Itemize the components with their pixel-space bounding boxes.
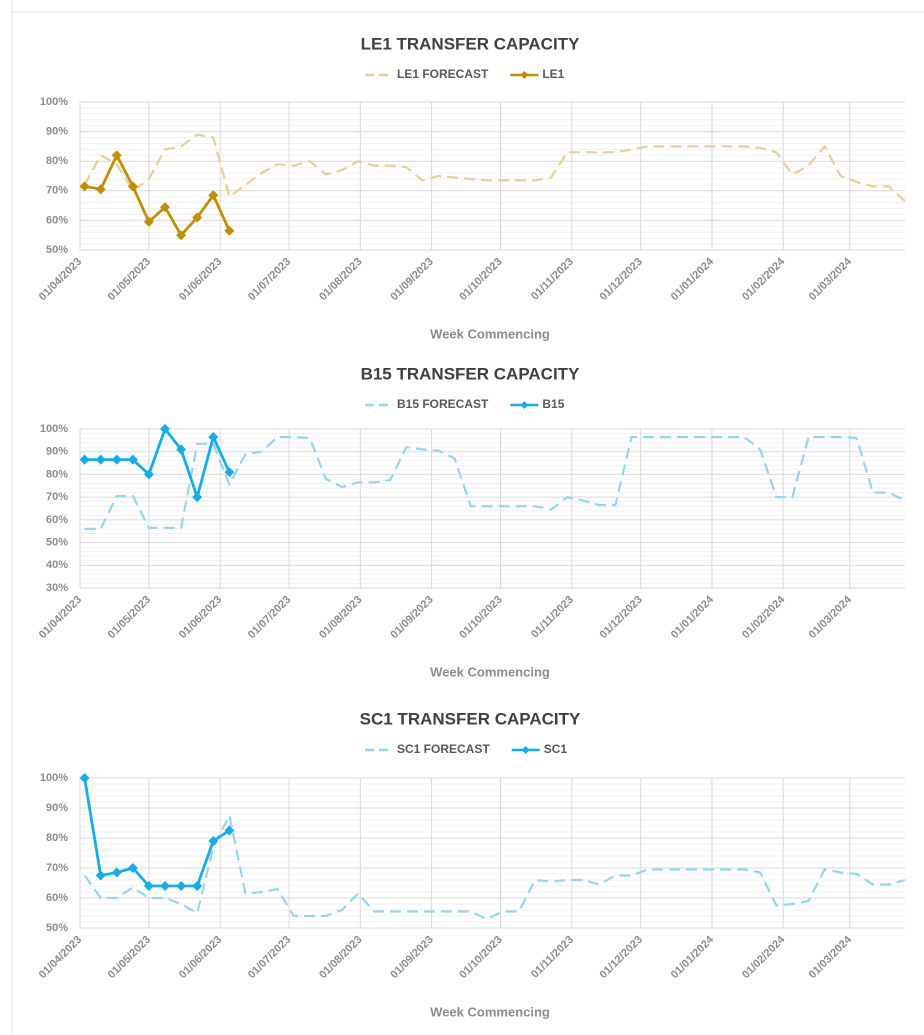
data-point	[160, 202, 171, 213]
forecast-line	[84, 435, 906, 530]
data-point	[160, 881, 171, 891]
data-point	[111, 867, 122, 878]
legend-label: SC1	[544, 742, 568, 756]
data-point	[160, 424, 171, 434]
forecast-line	[83, 814, 906, 921]
actual-line	[84, 153, 231, 237]
chart-title: SC1 TRANSFER CAPACITY	[360, 709, 581, 728]
y-tick-label: 50%	[46, 922, 68, 934]
data-point	[224, 225, 235, 236]
legend-label: B15 FORECAST	[397, 397, 489, 411]
legend-marker	[520, 71, 529, 79]
data-point	[176, 444, 187, 455]
y-tick-label: 70%	[46, 185, 68, 197]
legend-label: SC1 FORECAST	[397, 742, 490, 756]
data-point	[143, 469, 154, 480]
data-point	[111, 150, 122, 161]
data-point	[127, 454, 138, 465]
data-point	[192, 492, 203, 503]
data-point	[95, 870, 106, 881]
data-point	[127, 181, 138, 192]
y-tick-label: 90%	[46, 126, 68, 138]
y-tick-label: 90%	[46, 446, 68, 458]
data-point	[192, 212, 203, 223]
y-tick-label: 70%	[46, 862, 68, 874]
data-point	[79, 773, 90, 783]
y-tick-label: 100%	[40, 772, 68, 784]
y-tick-label: 40%	[46, 559, 68, 571]
data-point	[143, 881, 154, 891]
data-point	[111, 454, 122, 465]
y-tick-label: 100%	[40, 96, 68, 108]
y-tick-label: 60%	[46, 892, 68, 904]
y-tick-label: 100%	[40, 423, 68, 435]
y-tick-label: 70%	[46, 491, 68, 503]
x-axis-label: Week Commencing	[430, 1004, 550, 1019]
data-point	[208, 431, 219, 442]
legend-marker	[521, 746, 530, 754]
chart-title: LE1 TRANSFER CAPACITY	[361, 34, 580, 53]
data-point	[192, 881, 203, 891]
y-tick-label: 50%	[46, 536, 68, 548]
y-tick-label: 80%	[46, 155, 68, 167]
y-tick-label: 30%	[46, 582, 68, 594]
y-tick-label: 90%	[46, 802, 68, 814]
actual-line	[84, 427, 231, 499]
legend-marker	[520, 401, 529, 409]
data-point	[224, 825, 235, 836]
y-tick-label: 60%	[46, 514, 68, 526]
data-point	[208, 190, 219, 201]
y-tick-label: 80%	[46, 832, 68, 844]
data-point	[208, 836, 219, 846]
data-point	[79, 454, 90, 465]
y-tick-label: 50%	[46, 244, 68, 256]
legend-label: B15	[542, 397, 564, 411]
data-point	[95, 184, 106, 195]
chart-title: B15 TRANSFER CAPACITY	[361, 364, 580, 383]
y-tick-label: 60%	[46, 214, 68, 226]
data-point	[79, 181, 90, 192]
data-point	[95, 454, 106, 465]
legend-label: LE1 FORECAST	[397, 67, 489, 81]
y-tick-label: 80%	[46, 468, 68, 480]
data-point	[224, 467, 235, 478]
legend-label: LE1	[542, 67, 564, 81]
actual-line	[83, 777, 231, 888]
data-point	[176, 230, 187, 241]
x-axis-label: Week Commencing	[430, 664, 550, 679]
x-axis-label: Week Commencing	[430, 326, 550, 341]
data-point	[176, 881, 187, 891]
data-point	[127, 863, 138, 873]
data-point	[143, 216, 154, 227]
